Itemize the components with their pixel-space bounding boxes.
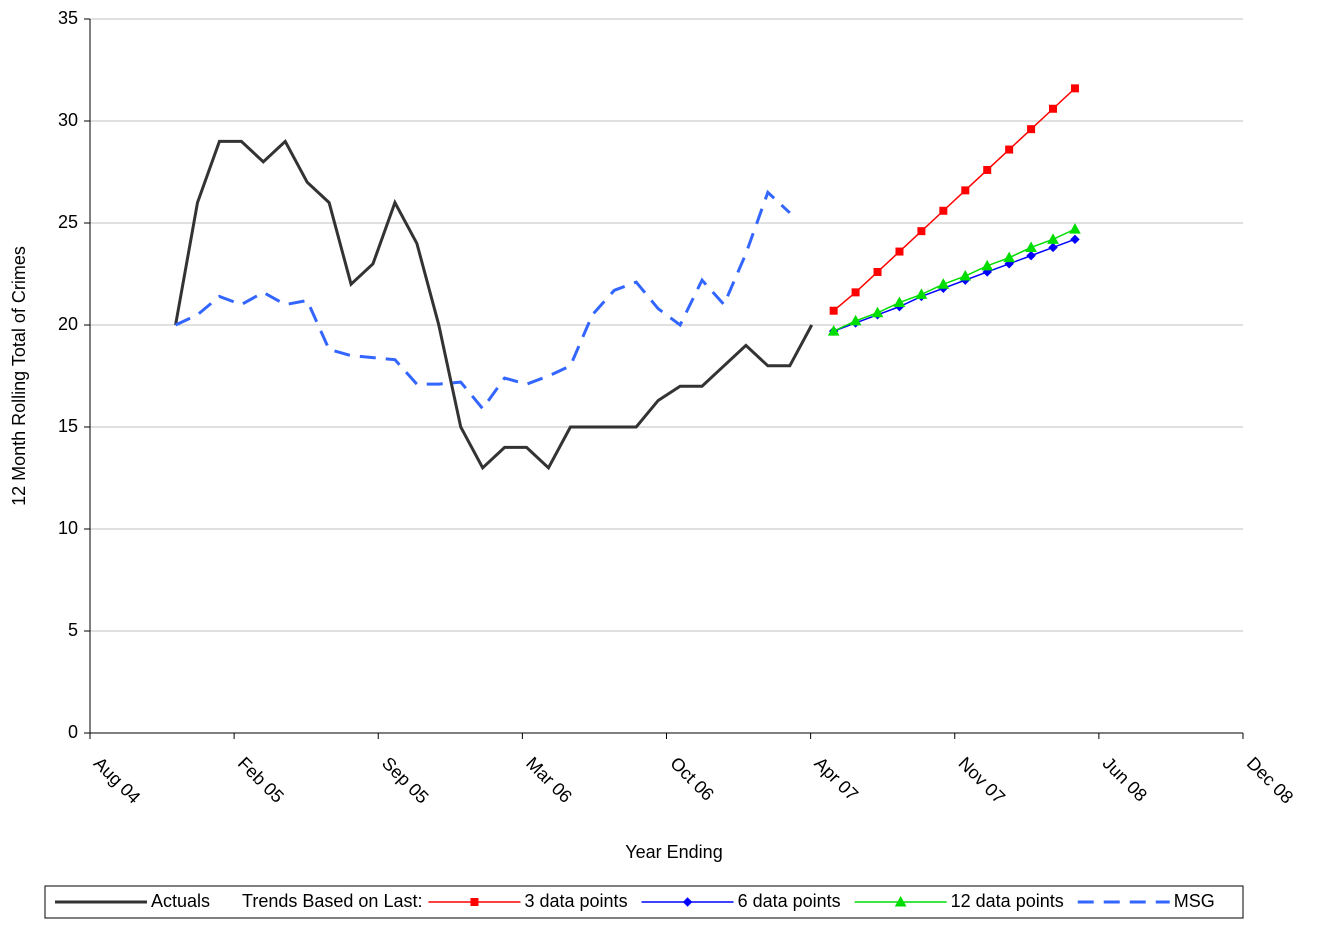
y-tick-label: 20	[58, 314, 78, 334]
x-tick-label: Oct 06	[666, 753, 718, 805]
y-tick-label: 0	[68, 722, 78, 742]
x-tick-label: Feb 05	[234, 753, 288, 807]
marker	[829, 306, 838, 315]
legend-marker	[682, 897, 693, 907]
legend-note: Trends Based on Last:	[242, 891, 422, 911]
marker	[1025, 241, 1037, 252]
legend-marker	[894, 895, 907, 907]
marker	[983, 165, 992, 174]
marker	[849, 314, 862, 326]
legend-label: MSG	[1174, 891, 1215, 911]
marker	[937, 278, 950, 289]
marker	[895, 247, 904, 256]
legend-label: 6 data points	[738, 891, 841, 911]
marker	[1003, 251, 1016, 263]
series-line	[174, 189, 791, 412]
legend: Actuals Trends Based on Last: 3 data point…	[44, 885, 1244, 919]
marker	[915, 288, 928, 299]
legend-marker	[470, 898, 479, 906]
x-tick-label: Nov 07	[955, 753, 1009, 807]
marker	[1070, 84, 1079, 93]
x-tick-label: Sep 05	[378, 753, 432, 807]
legend-label: Actuals	[151, 891, 210, 911]
marker	[961, 186, 970, 195]
y-tick-label: 5	[68, 620, 78, 640]
marker	[1047, 233, 1059, 244]
marker	[851, 288, 860, 297]
x-tick-label: Jun 08	[1099, 753, 1151, 805]
marker	[1049, 104, 1058, 113]
series-line	[833, 87, 1076, 312]
marker	[1069, 223, 1081, 234]
marker	[917, 227, 926, 236]
x-tick-label: Dec 08	[1243, 753, 1297, 807]
y-tick-label: 15	[58, 416, 78, 436]
marker	[873, 267, 882, 276]
marker	[1026, 250, 1036, 261]
series-line	[174, 138, 814, 471]
y-tick-label: 25	[58, 212, 78, 232]
marker	[1048, 242, 1058, 253]
marker	[1070, 234, 1080, 245]
x-tick-label: Aug 04	[90, 753, 144, 807]
x-tick-label: Mar 06	[522, 753, 576, 807]
marker	[1005, 145, 1014, 154]
x-tick-label: Apr 07	[810, 753, 862, 805]
legend-label: 12 data points	[951, 891, 1064, 911]
marker	[959, 270, 972, 281]
y-tick-label: 10	[58, 518, 78, 538]
marker	[871, 306, 884, 318]
y-tick-label: 30	[58, 110, 78, 130]
marker	[981, 259, 994, 271]
marker	[893, 296, 906, 308]
series-line	[833, 238, 1076, 332]
y-tick-label: 35	[58, 8, 78, 28]
marker	[1027, 125, 1036, 134]
x-axis-title: Year Ending	[625, 842, 722, 862]
legend-label: 3 data points	[524, 891, 627, 911]
y-axis-title: 12 Month Rolling Total of Crimes	[9, 246, 29, 506]
marker	[939, 206, 948, 215]
marker	[827, 325, 840, 336]
